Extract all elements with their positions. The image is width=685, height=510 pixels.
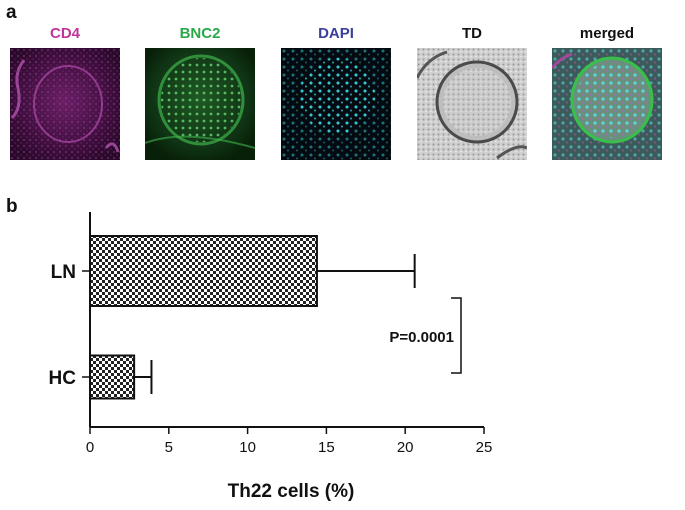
- x-tick-label: 25: [476, 439, 493, 456]
- x-tick-label: 20: [397, 439, 414, 456]
- x-tick-label: 15: [318, 439, 335, 456]
- x-axis-title: Th22 cells (%): [228, 481, 355, 502]
- category-label-hc: HC: [49, 368, 77, 389]
- bnc2-micrograph: [145, 48, 255, 160]
- bar-hc: [89, 354, 136, 400]
- image-label-dapi: DAPI: [318, 25, 354, 42]
- image-label-td: TD: [462, 25, 482, 42]
- panel-a-letter: a: [6, 2, 17, 23]
- merged-micrograph: [552, 48, 662, 160]
- bar-ln: [89, 235, 318, 307]
- image-label-cd4: CD4: [49, 25, 80, 42]
- cd4-micrograph: [10, 48, 120, 160]
- image-label-bnc2: BNC2: [179, 25, 221, 42]
- p-value-annotation: P=0.0001: [389, 329, 454, 346]
- x-tick-label: 5: [165, 439, 173, 456]
- image-label-merged: merged: [579, 25, 635, 42]
- th22-bar-chart: 0 5 10 15 20 25 LN HC P=0.0001 Th22 cells (%): [49, 212, 493, 502]
- x-tick-label: 10: [239, 439, 256, 456]
- panel-b-letter: b: [6, 196, 18, 217]
- td-micrograph: [417, 48, 527, 160]
- dapi-micrograph: [281, 48, 391, 160]
- significance-bracket: [451, 297, 462, 374]
- x-tick-label: 0: [86, 439, 94, 456]
- category-label-ln: LN: [51, 262, 76, 283]
